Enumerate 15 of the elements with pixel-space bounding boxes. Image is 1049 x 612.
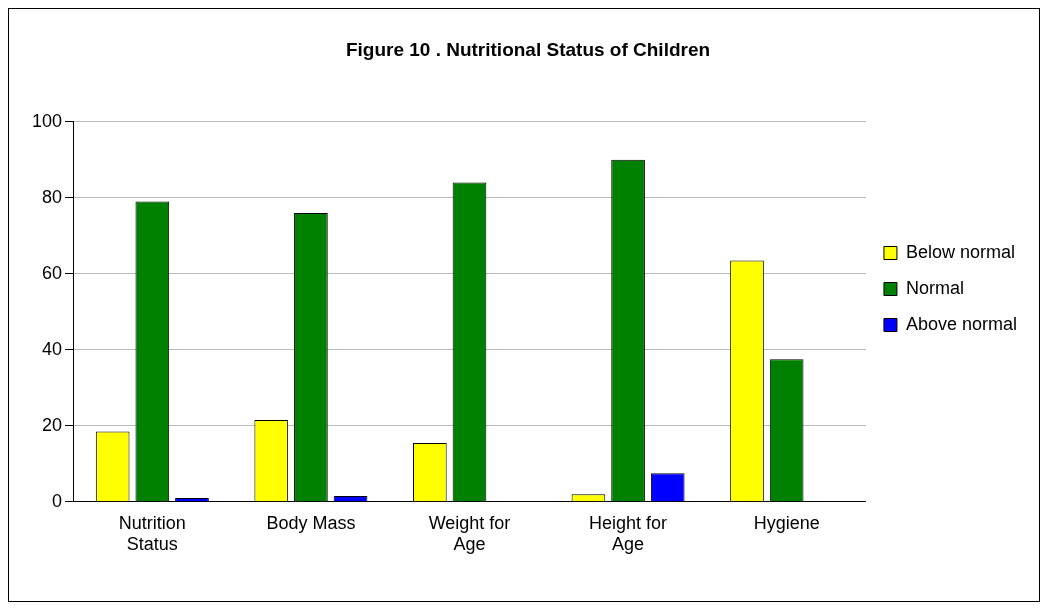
y-tick-label: 20 <box>42 414 63 435</box>
x-tick-label: Nutrition Status <box>118 512 186 555</box>
y-tick-label: 80 <box>42 186 63 207</box>
x-tick-label: Weight for Age <box>428 512 511 555</box>
legend-label: Normal <box>905 277 964 298</box>
y-tick-label: 100 <box>31 110 63 131</box>
x-tick-label: Height for Age <box>589 512 668 555</box>
x-tick-label: Body Mass <box>266 512 356 533</box>
y-tick-label: 60 <box>42 262 63 283</box>
x-tick-label: Hygiene <box>753 512 820 533</box>
legend-label: Below normal <box>905 241 1015 262</box>
chart-title: Figure 10 . Nutritional Status of Children <box>345 38 711 60</box>
legend-label: Above normal <box>905 313 1017 334</box>
y-tick-label: 0 <box>52 490 63 511</box>
y-tick-label: 40 <box>42 338 63 359</box>
